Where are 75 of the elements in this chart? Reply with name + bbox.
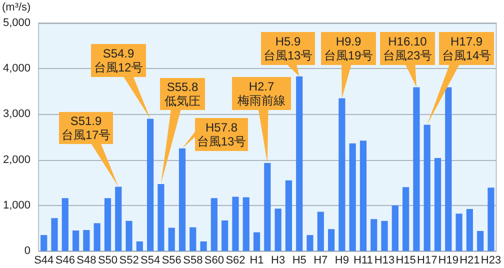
bar xyxy=(445,87,452,251)
bar xyxy=(72,230,80,251)
x-tick-label: H23 xyxy=(480,254,502,266)
annotation: H57.8 台風13号 xyxy=(196,120,246,148)
annotation: H9.9 台風19号 xyxy=(324,34,374,62)
x-tick-label: H1 xyxy=(250,254,264,266)
y-tick-label: 4,000 xyxy=(2,62,31,75)
x-tick-label: S56 xyxy=(162,254,182,266)
annotation: S54.9 台風12号 xyxy=(94,46,144,74)
y-tick-label: 5,000 xyxy=(2,17,31,29)
bar xyxy=(190,227,196,251)
bar xyxy=(477,230,484,251)
bar xyxy=(253,232,260,251)
bar xyxy=(402,187,410,251)
x-tick-label: H17 xyxy=(417,254,438,266)
annotation: S55.8 低気圧 xyxy=(164,80,200,108)
bar xyxy=(210,198,218,251)
y-tick-label: 1,000 xyxy=(2,199,31,212)
x-tick-label: H3 xyxy=(271,254,286,266)
annotation: H17.9 台風14号 xyxy=(442,34,492,62)
bar xyxy=(222,220,228,251)
bar xyxy=(466,209,473,251)
x-tick-label: H19 xyxy=(438,254,458,266)
bar xyxy=(94,223,100,251)
bar xyxy=(51,218,58,251)
bar xyxy=(200,241,207,251)
x-tick-label: S48 xyxy=(76,254,96,266)
bar xyxy=(392,205,398,251)
x-tick-label: S50 xyxy=(98,254,118,266)
annotation: H16.10 台風23号 xyxy=(382,34,432,62)
x-tick-label: H21 xyxy=(460,254,480,266)
y-tick-label: 2,000 xyxy=(2,154,31,166)
bar xyxy=(62,198,68,251)
x-tick-label: S58 xyxy=(183,254,203,266)
bar xyxy=(115,186,122,251)
bar xyxy=(274,208,282,251)
bar xyxy=(168,228,175,251)
x-tick-label: H15 xyxy=(396,254,416,266)
y-tick-label: 0 xyxy=(24,245,31,257)
x-tick-label: H11 xyxy=(354,254,373,266)
bar xyxy=(232,196,239,251)
bar xyxy=(381,220,388,251)
bar xyxy=(83,230,90,251)
bar xyxy=(434,158,442,251)
x-tick-label: S62 xyxy=(226,254,246,266)
bar xyxy=(285,180,292,251)
bar xyxy=(424,124,430,251)
x-tick-label: H5 xyxy=(292,254,306,266)
bar xyxy=(360,140,367,251)
annotation: H5.9 台風13号 xyxy=(263,34,313,62)
bar xyxy=(126,220,132,251)
x-tick-label: H9 xyxy=(334,254,349,266)
annotation: S51.9 台風17号 xyxy=(61,114,111,142)
bar xyxy=(40,235,48,251)
x-tick-label: H13 xyxy=(374,254,395,266)
x-tick-label: S52 xyxy=(119,254,139,266)
x-tick-label: S44 xyxy=(34,254,54,266)
bar xyxy=(349,143,356,251)
bar xyxy=(456,214,462,251)
annotation: H2.7 梅雨前線 xyxy=(236,80,286,108)
bar xyxy=(147,118,154,251)
bar xyxy=(370,219,378,251)
bar xyxy=(328,229,335,251)
x-tick-label: S60 xyxy=(204,254,224,266)
bar xyxy=(488,188,494,251)
bar xyxy=(242,197,250,251)
y-tick-label: 3,000 xyxy=(2,108,31,120)
bar xyxy=(306,235,314,251)
y-axis-title: (m³/s) xyxy=(2,2,31,14)
bar xyxy=(317,212,324,251)
bar xyxy=(136,241,143,251)
x-tick-label: S54 xyxy=(140,254,160,266)
x-tick-label: H7 xyxy=(314,254,328,266)
bar xyxy=(104,198,112,251)
x-tick-label: S46 xyxy=(55,254,75,266)
